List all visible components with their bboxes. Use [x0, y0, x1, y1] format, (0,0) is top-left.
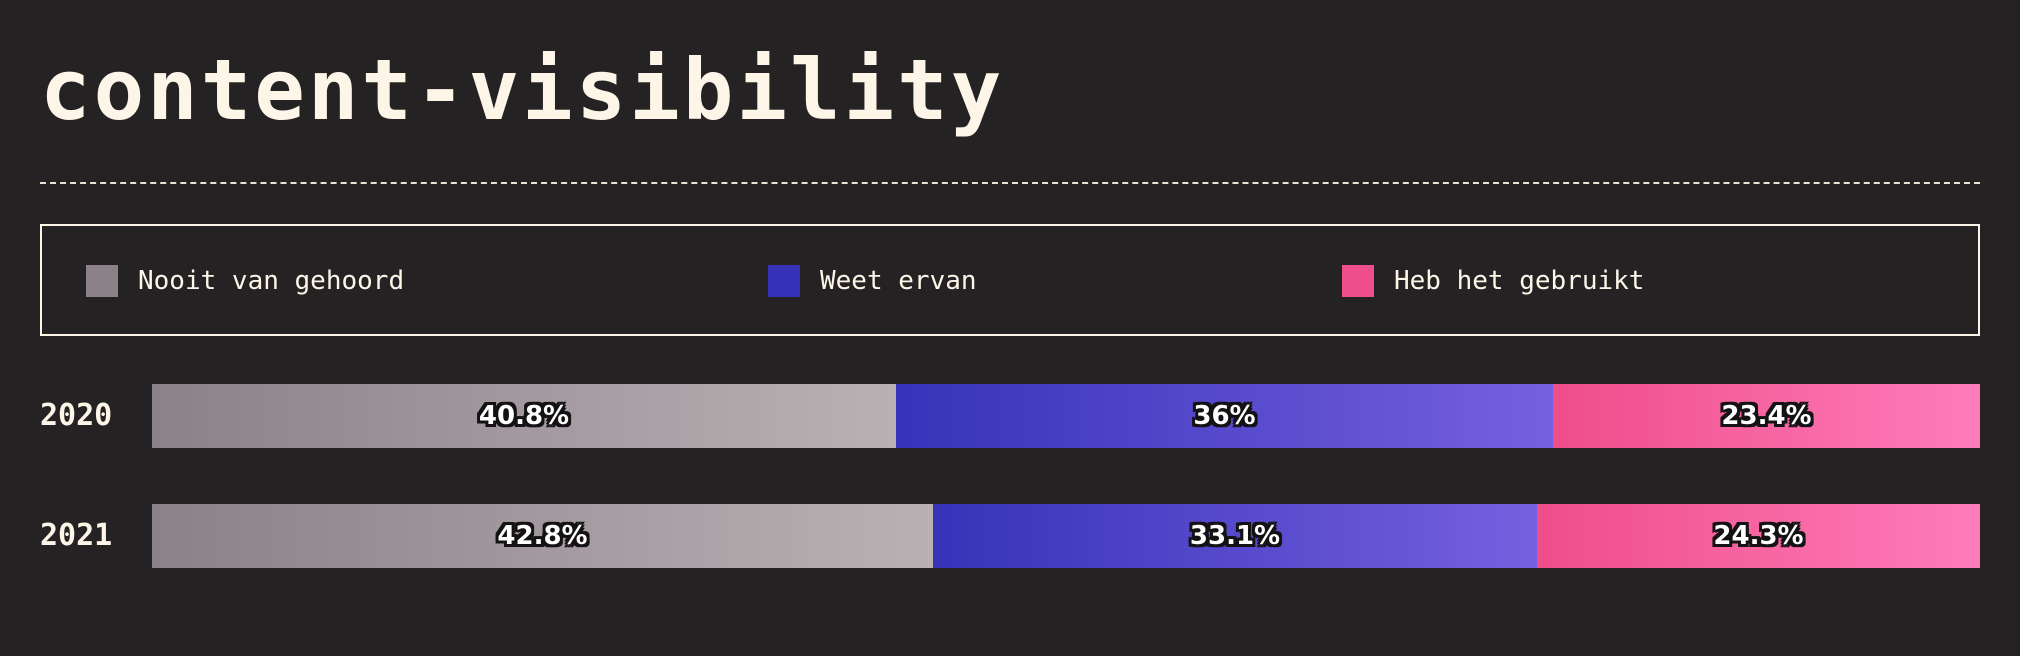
bar-segment: 40.8%: [152, 384, 896, 448]
bar-segment: 23.4%: [1553, 384, 1980, 448]
legend-item: Heb het gebruikt: [1342, 265, 1644, 297]
legend-label: Weet ervan: [820, 266, 977, 296]
category-label: 2021: [40, 518, 113, 553]
data-label: 42.8%: [497, 521, 588, 551]
data-label: 24.3%: [1713, 521, 1804, 551]
category-label: 2020: [40, 398, 113, 433]
title-divider: [40, 182, 1980, 184]
legend-label: Heb het gebruikt: [1394, 266, 1645, 296]
stacked-bar: 42.8% 33.1% 24.3%: [152, 504, 1980, 568]
data-label: 33.1%: [1189, 521, 1281, 551]
bar-segment: 33.1%: [933, 504, 1537, 568]
bar-segment: 42.8%: [152, 504, 933, 568]
legend-swatch: [86, 265, 118, 297]
bar-segment: 36%: [896, 384, 1553, 448]
data-label: 23.4%: [1721, 401, 1812, 431]
data-label: 40.8%: [478, 401, 570, 431]
legend-swatch: [768, 265, 800, 297]
legend-item: Nooit van gehoord: [86, 265, 404, 297]
chart-title: content-visibility: [40, 41, 1005, 139]
legend: Nooit van gehoord Weet ervan Heb het gebru…: [40, 224, 1980, 336]
legend-label: Nooit van gehoord: [138, 266, 405, 296]
data-label: 36%: [1193, 401, 1256, 431]
legend-item: Weet ervan: [768, 265, 977, 297]
bar-segment: 24.3%: [1537, 504, 1980, 568]
legend-swatch: [1342, 265, 1374, 297]
stacked-bar: 40.8% 36% 23.4%: [152, 384, 1980, 448]
